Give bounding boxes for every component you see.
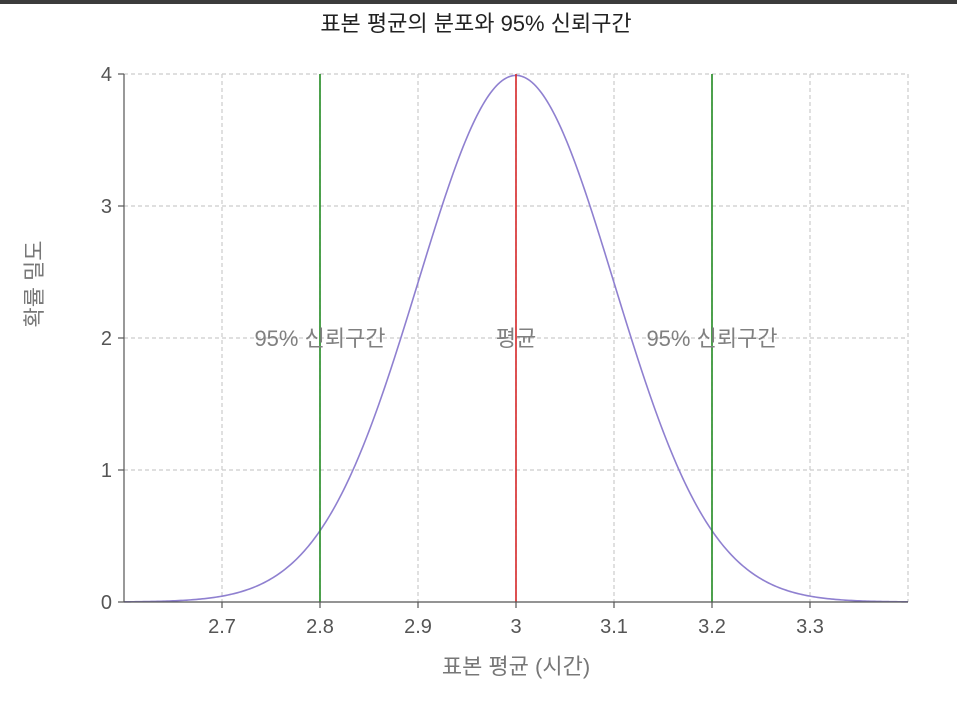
x-tick-label: 3.2 (698, 616, 726, 638)
annotation-label: 95% 신뢰구간 (646, 326, 777, 351)
x-tick-label: 2.9 (404, 616, 432, 638)
x-tick-label: 2.8 (306, 616, 334, 638)
y-ticks: 0 1 2 3 4 (101, 64, 124, 614)
window-top-border (0, 0, 957, 4)
y-tick-label: 2 (101, 328, 112, 350)
y-tick-label: 1 (101, 460, 112, 482)
x-tick-label: 3 (510, 616, 521, 638)
x-tick-label: 3.3 (796, 616, 824, 638)
y-axis-label: 확률 밀도 (22, 240, 47, 327)
x-tick-label: 3.1 (600, 616, 628, 638)
x-ticks: 2.7 2.8 2.9 3 3.1 3.2 3.3 (208, 602, 824, 638)
annotations: 95% 신뢰구간 평균 95% 신뢰구간 (254, 326, 777, 351)
chart-title: 표본 평균의 분포와 95% 신뢰구간 (320, 11, 631, 36)
y-tick-label: 3 (101, 196, 112, 218)
y-tick-label: 0 (101, 592, 112, 614)
y-tick-label: 4 (101, 64, 112, 86)
x-tick-label: 2.7 (208, 616, 236, 638)
annotation-label: 평균 (496, 326, 536, 351)
vline-layer (319, 74, 713, 602)
x-axis-label: 표본 평균 (시간) (442, 654, 590, 679)
annotation-label: 95% 신뢰구간 (254, 326, 385, 351)
